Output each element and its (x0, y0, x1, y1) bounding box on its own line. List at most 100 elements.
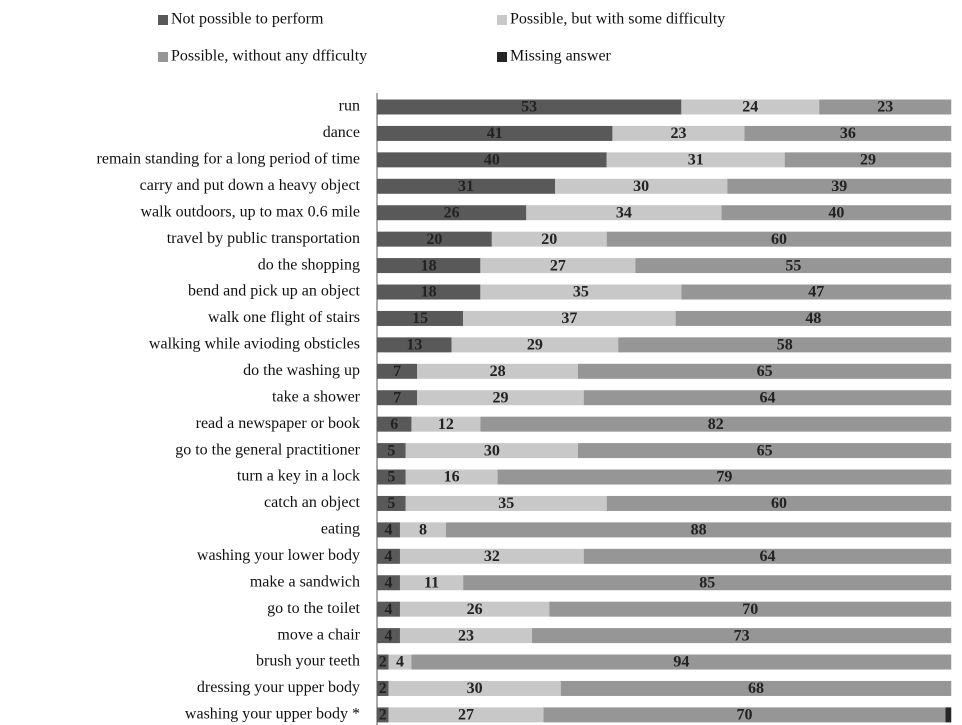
value-label: 5 (387, 495, 395, 512)
category-label: go to the general practitioner (175, 441, 360, 458)
value-label: 58 (777, 337, 793, 354)
bar-segment (945, 707, 952, 723)
bar-segment (377, 310, 464, 326)
legend-swatch (158, 52, 168, 62)
bar-segment (744, 125, 952, 141)
value-label: 94 (673, 654, 689, 671)
value-label: 55 (785, 257, 801, 274)
bar-segment (606, 231, 952, 247)
value-label: 30 (467, 680, 483, 697)
bar-segment (681, 99, 820, 115)
bar-segment (417, 390, 584, 406)
bar-segment (612, 125, 745, 141)
value-label: 82 (708, 416, 724, 433)
category-label: eating (321, 521, 360, 538)
bar-segment (532, 628, 952, 644)
value-label: 68 (748, 680, 764, 697)
bar-segment (411, 654, 952, 670)
value-label: 27 (458, 707, 474, 724)
value-label: 2 (379, 680, 387, 697)
value-label: 13 (406, 337, 422, 354)
bar-segment (377, 495, 406, 511)
value-label: 64 (759, 548, 775, 565)
bar-segment (577, 443, 952, 459)
bar-segment (543, 707, 946, 723)
bar-segment (377, 522, 400, 538)
bar-segment (377, 363, 418, 379)
value-label: 2 (379, 707, 387, 724)
bar-segment (463, 575, 952, 591)
bar-segment (377, 548, 400, 564)
bar-segment (445, 522, 952, 538)
category-label: run (339, 98, 360, 115)
bar-segment (549, 601, 952, 617)
value-label: 5 (387, 469, 395, 486)
category-label: do the washing up (243, 362, 360, 379)
value-label: 26 (467, 601, 483, 618)
bar-segment (399, 548, 584, 564)
bar-segment (583, 548, 952, 564)
value-label: 11 (424, 574, 439, 591)
category-label: turn a key in a lock (237, 468, 360, 485)
bar-segment (377, 125, 613, 141)
value-label: 12 (438, 416, 454, 433)
legend-swatch (497, 15, 507, 25)
bar-segment (388, 654, 412, 670)
bar-segment (618, 337, 952, 353)
bar-segment (377, 469, 406, 485)
value-label: 26 (444, 204, 460, 221)
value-label: 24 (742, 99, 758, 116)
value-label: 18 (421, 257, 437, 274)
bar-segment (399, 628, 533, 644)
bar-segment (526, 205, 722, 221)
category-label: take a shower (272, 388, 361, 405)
category-label: go to the toilet (267, 600, 360, 617)
value-label: 73 (734, 627, 750, 644)
bar-segment (497, 469, 952, 485)
category-label: walk outdoors, up to max 0.6 mile (140, 203, 360, 220)
value-label: 37 (561, 310, 577, 327)
bar-segment (377, 628, 400, 644)
value-label: 23 (670, 125, 686, 142)
bar-segment (555, 178, 728, 194)
bar-segment (377, 390, 418, 406)
bar-segment (377, 416, 412, 432)
value-label: 23 (458, 627, 474, 644)
value-label: 7 (393, 363, 401, 380)
value-label: 4 (384, 548, 392, 565)
bar-segment (377, 601, 400, 617)
legend-label: Missing answer (510, 48, 612, 65)
value-label: 31 (458, 178, 474, 195)
value-label: 53 (521, 99, 537, 116)
bar-segment (583, 390, 952, 406)
bar-segment (727, 178, 952, 194)
category-label: travel by public transportation (167, 230, 360, 247)
value-label: 30 (484, 442, 500, 459)
value-label: 88 (691, 522, 707, 539)
bar-segment (721, 205, 952, 221)
value-label: 31 (688, 152, 704, 169)
bar-segment (405, 469, 498, 485)
category-label: washing your upper body * (185, 706, 360, 723)
bar-segment (681, 284, 952, 300)
category-label: catch an object (264, 494, 361, 511)
value-label: 40 (828, 204, 844, 221)
bar-segment (377, 443, 406, 459)
bar-segment (399, 601, 550, 617)
bar-segment (377, 205, 527, 221)
bar-segment (377, 152, 607, 168)
value-label: 5 (387, 442, 395, 459)
value-label: 85 (699, 574, 715, 591)
bar-segment (491, 231, 607, 247)
value-label: 6 (390, 416, 398, 433)
value-label: 18 (421, 284, 437, 301)
value-label: 70 (742, 601, 758, 618)
value-label: 8 (419, 522, 427, 539)
bar-segment (635, 258, 952, 274)
bar-segment (451, 337, 619, 353)
value-label: 4 (384, 627, 392, 644)
category-label: remain standing for a long period of tim… (97, 151, 360, 168)
bar-segment (560, 680, 952, 696)
category-label: carry and put down a heavy object (140, 177, 361, 194)
